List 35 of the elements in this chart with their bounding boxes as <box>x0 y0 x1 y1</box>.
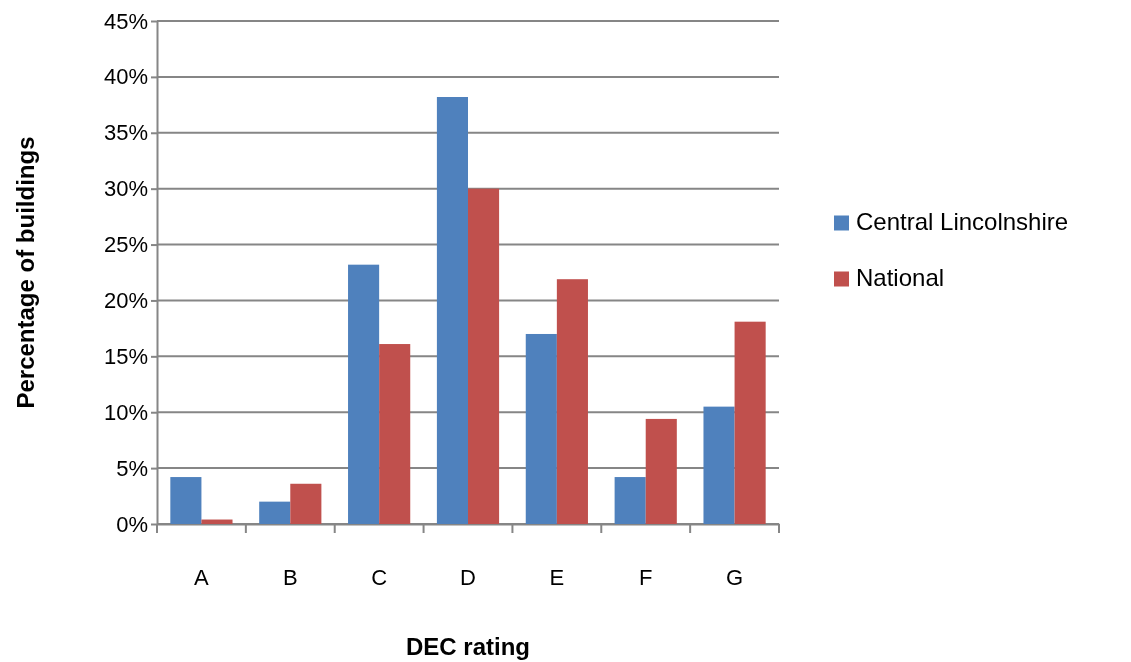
x-axis-title: DEC rating <box>405 633 531 660</box>
y-tick-label: 15% <box>103 343 148 369</box>
x-tick-label: A <box>194 564 210 590</box>
legend-label: National <box>856 263 945 291</box>
bar <box>201 519 233 524</box>
y-tick-label: 25% <box>103 232 148 258</box>
bar <box>379 344 411 524</box>
bar <box>614 477 646 524</box>
bar <box>468 188 500 524</box>
x-tick-label: E <box>549 564 565 590</box>
bar <box>259 501 291 524</box>
y-tick-label: 5% <box>116 455 148 481</box>
y-tick-label: 30% <box>103 176 148 202</box>
bar <box>556 279 588 524</box>
x-tick-label: B <box>282 564 298 590</box>
bar <box>734 321 766 524</box>
legend-label: Central Lincolnshire <box>856 207 1069 235</box>
x-tick-label: C <box>371 564 388 590</box>
y-tick-label: 20% <box>103 287 148 313</box>
x-tick-label: G <box>726 564 744 590</box>
x-tick-label: D <box>460 564 476 590</box>
bar <box>170 477 202 524</box>
y-tick-label: 0% <box>116 511 148 537</box>
bar <box>703 406 735 524</box>
bar <box>645 418 677 524</box>
y-tick-label: 35% <box>103 120 148 146</box>
y-tick-label: 45% <box>103 8 148 34</box>
x-tick-label: F <box>638 564 653 590</box>
bar <box>436 97 468 524</box>
y-axis-title: Percentage of buildings <box>12 136 39 409</box>
y-tick-label: 40% <box>103 64 148 90</box>
bar <box>525 333 557 524</box>
bar <box>290 483 322 524</box>
bar <box>348 264 380 524</box>
y-tick-label: 10% <box>103 399 148 425</box>
